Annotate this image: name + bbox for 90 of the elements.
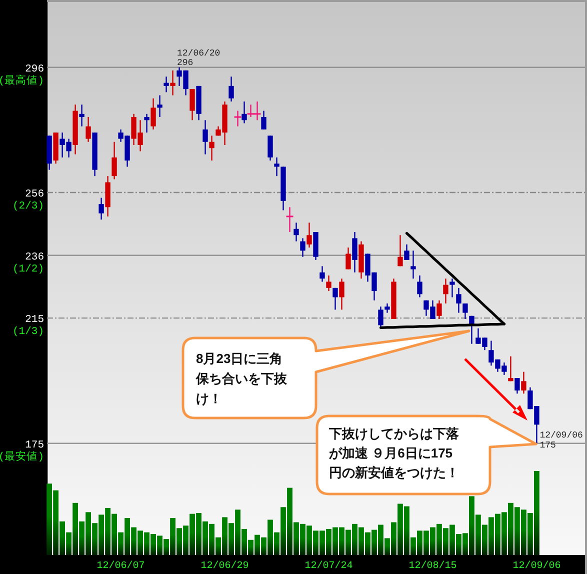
bar — [502, 512, 507, 555]
bar — [112, 514, 117, 555]
bar — [268, 520, 273, 555]
bar — [287, 488, 292, 555]
bar — [66, 532, 72, 555]
x-tick-label: 12/09/06 — [512, 560, 561, 572]
y-tick-label: 236 (1/2) — [12, 251, 44, 276]
bar — [46, 484, 52, 555]
bar — [320, 530, 325, 555]
bar — [79, 521, 84, 555]
x-tick-label: 12/07/24 — [304, 560, 353, 572]
bar — [476, 514, 481, 555]
bar — [294, 522, 299, 555]
bar — [365, 532, 370, 555]
bar — [404, 506, 410, 555]
bar — [450, 524, 455, 555]
bar — [261, 537, 266, 555]
x-tick-label: 12/06/29 — [200, 560, 249, 572]
bar — [430, 527, 436, 555]
bar — [144, 532, 150, 555]
annotation: 12/09/06 175 — [540, 430, 583, 450]
bar — [248, 540, 254, 555]
bar — [482, 524, 488, 555]
bar — [346, 530, 351, 555]
bar — [209, 524, 214, 555]
bar — [280, 507, 286, 555]
bar — [190, 514, 195, 555]
annotation: 下抜けしてからは下落が加速 ９月6日に175円の新安値をつけた！ — [328, 426, 460, 480]
y-tick-label: 215 (1/3) — [12, 314, 44, 338]
bar — [216, 537, 221, 555]
bar — [528, 513, 533, 555]
bar — [495, 514, 500, 555]
bar — [410, 537, 416, 555]
bar — [398, 504, 403, 555]
bar — [306, 526, 312, 555]
bar — [242, 528, 247, 555]
bar — [72, 502, 78, 555]
bar — [417, 530, 422, 555]
bar — [443, 528, 448, 555]
bar — [456, 534, 462, 555]
bar — [60, 521, 65, 555]
bar — [332, 527, 338, 555]
bar — [378, 524, 384, 555]
bar — [352, 524, 358, 555]
bar — [326, 528, 332, 555]
annotation: 12/06/20 296 — [177, 48, 220, 68]
bar — [424, 530, 429, 555]
bar — [164, 539, 169, 555]
bar — [514, 507, 520, 555]
bar — [300, 524, 306, 555]
bar — [534, 471, 540, 555]
bar — [358, 527, 364, 555]
y-tick-label: 175 (最安値) — [0, 439, 44, 464]
bar — [202, 521, 208, 555]
bar — [86, 512, 91, 555]
bar — [313, 530, 318, 555]
bar — [183, 526, 188, 555]
bar — [339, 527, 344, 555]
x-tick-label: 12/06/07 — [96, 560, 145, 572]
annotation: 8月23日に三角保ち合いを下抜け！ — [195, 351, 288, 406]
bar — [372, 530, 377, 555]
bar — [254, 534, 260, 555]
bar — [196, 513, 202, 555]
bar — [436, 524, 442, 555]
bar — [176, 528, 182, 555]
bar — [53, 490, 58, 555]
bar — [157, 536, 162, 555]
x-tick-label: 12/08/15 — [408, 560, 457, 572]
bar — [274, 532, 280, 555]
bar — [384, 538, 390, 555]
bar — [462, 533, 468, 555]
bar — [98, 514, 104, 555]
bar — [150, 534, 156, 555]
bar — [521, 510, 526, 555]
bar — [235, 510, 240, 555]
bar — [138, 530, 143, 555]
bar — [222, 517, 228, 555]
bar — [131, 527, 136, 555]
bar — [170, 518, 176, 555]
bar — [118, 532, 124, 555]
bar — [105, 508, 110, 555]
y-tick-label: 256 (2/3) — [12, 188, 44, 213]
y-tick-label: 296 (最高値) — [0, 63, 44, 88]
bar — [124, 518, 130, 555]
bar — [92, 523, 98, 555]
bar — [488, 517, 494, 555]
bar — [508, 502, 514, 555]
bar — [228, 523, 234, 555]
bar — [391, 522, 396, 555]
bar — [469, 496, 474, 555]
